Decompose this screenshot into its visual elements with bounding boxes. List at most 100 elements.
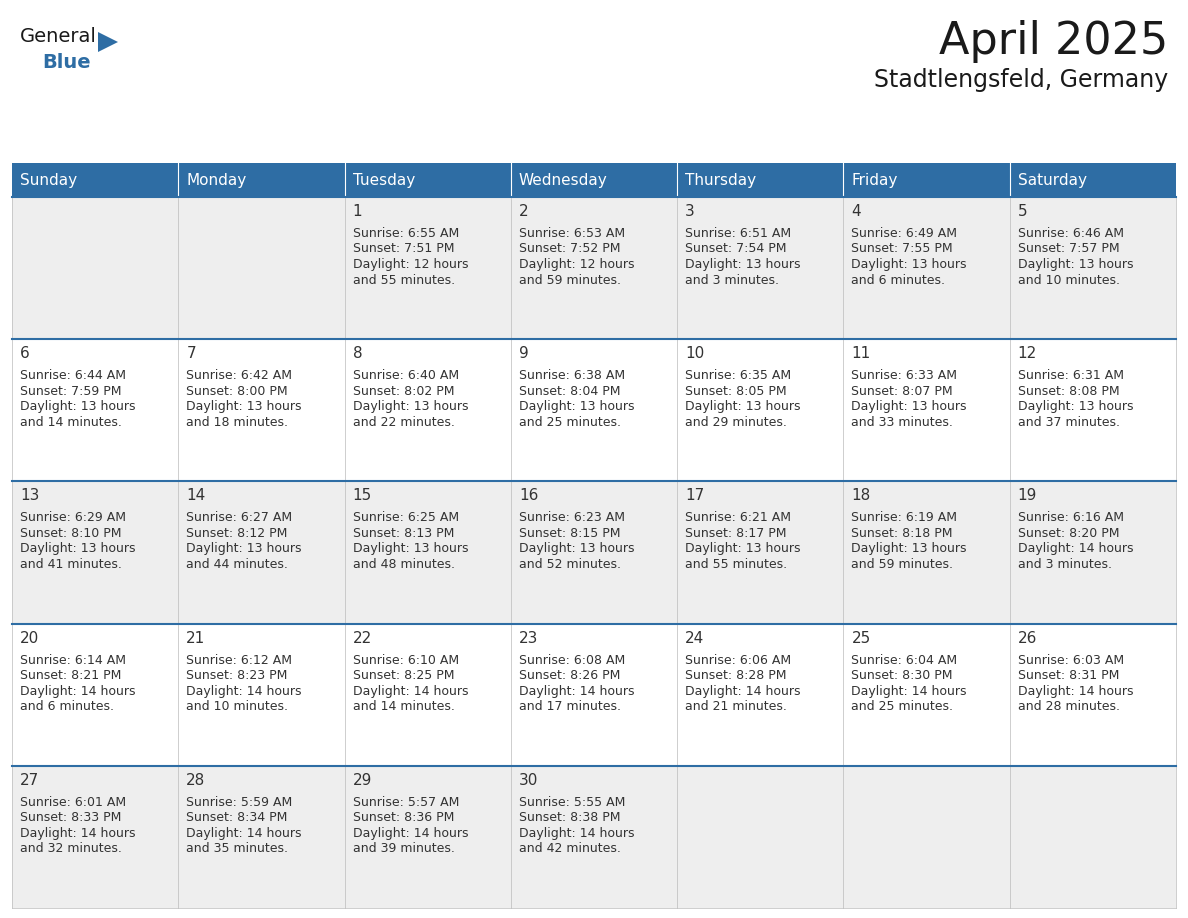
Text: Monday: Monday (187, 173, 247, 187)
Text: Daylight: 13 hours: Daylight: 13 hours (187, 400, 302, 413)
Text: and 59 minutes.: and 59 minutes. (519, 274, 621, 286)
Text: Sunset: 7:52 PM: Sunset: 7:52 PM (519, 242, 620, 255)
Bar (511, 163, 677, 197)
Text: 13: 13 (20, 488, 39, 503)
Text: Sunset: 8:08 PM: Sunset: 8:08 PM (1018, 385, 1119, 397)
Text: Sunrise: 6:33 AM: Sunrise: 6:33 AM (852, 369, 958, 382)
Text: Daylight: 13 hours: Daylight: 13 hours (1018, 400, 1133, 413)
Text: Daylight: 14 hours: Daylight: 14 hours (187, 685, 302, 698)
Text: Wednesday: Wednesday (519, 173, 607, 187)
Bar (1010, 163, 1176, 197)
Text: and 35 minutes.: and 35 minutes. (187, 843, 289, 856)
Bar (12, 481, 1176, 623)
Text: Daylight: 14 hours: Daylight: 14 hours (852, 685, 967, 698)
Bar (12, 623, 1176, 766)
Text: 9: 9 (519, 346, 529, 361)
Text: Thursday: Thursday (685, 173, 757, 187)
Text: and 55 minutes.: and 55 minutes. (353, 274, 455, 286)
Text: 30: 30 (519, 773, 538, 788)
Text: Sunrise: 6:01 AM: Sunrise: 6:01 AM (20, 796, 126, 809)
Text: Sunday: Sunday (20, 173, 77, 187)
Text: Daylight: 13 hours: Daylight: 13 hours (20, 543, 135, 555)
Text: Sunrise: 6:29 AM: Sunrise: 6:29 AM (20, 511, 126, 524)
Text: Daylight: 13 hours: Daylight: 13 hours (685, 258, 801, 271)
Text: Sunrise: 6:53 AM: Sunrise: 6:53 AM (519, 227, 625, 240)
Text: 23: 23 (519, 631, 538, 645)
Text: 2: 2 (519, 204, 529, 219)
Text: 28: 28 (187, 773, 206, 788)
Text: 1: 1 (353, 204, 362, 219)
Text: Daylight: 13 hours: Daylight: 13 hours (852, 543, 967, 555)
Text: and 37 minutes.: and 37 minutes. (1018, 416, 1120, 429)
Text: Friday: Friday (852, 173, 898, 187)
Text: Sunrise: 6:03 AM: Sunrise: 6:03 AM (1018, 654, 1124, 666)
Text: and 3 minutes.: and 3 minutes. (1018, 558, 1112, 571)
Text: Sunset: 8:25 PM: Sunset: 8:25 PM (353, 669, 454, 682)
Text: 25: 25 (852, 631, 871, 645)
Text: Stadtlengsfeld, Germany: Stadtlengsfeld, Germany (873, 68, 1168, 92)
Text: and 10 minutes.: and 10 minutes. (1018, 274, 1120, 286)
Text: Sunrise: 6:40 AM: Sunrise: 6:40 AM (353, 369, 459, 382)
Text: Sunrise: 5:55 AM: Sunrise: 5:55 AM (519, 796, 625, 809)
Text: Sunset: 8:18 PM: Sunset: 8:18 PM (852, 527, 953, 540)
Text: 12: 12 (1018, 346, 1037, 361)
Text: Daylight: 14 hours: Daylight: 14 hours (353, 685, 468, 698)
Text: Sunrise: 6:44 AM: Sunrise: 6:44 AM (20, 369, 126, 382)
Text: Tuesday: Tuesday (353, 173, 415, 187)
Text: and 18 minutes.: and 18 minutes. (187, 416, 289, 429)
Text: Sunset: 8:26 PM: Sunset: 8:26 PM (519, 669, 620, 682)
Text: Sunset: 8:07 PM: Sunset: 8:07 PM (852, 385, 953, 397)
Text: and 22 minutes.: and 22 minutes. (353, 416, 455, 429)
Text: Sunrise: 6:27 AM: Sunrise: 6:27 AM (187, 511, 292, 524)
Text: Sunrise: 6:10 AM: Sunrise: 6:10 AM (353, 654, 459, 666)
Bar (12, 766, 1176, 908)
Text: Sunset: 8:38 PM: Sunset: 8:38 PM (519, 812, 620, 824)
Text: Daylight: 13 hours: Daylight: 13 hours (852, 400, 967, 413)
Text: April 2025: April 2025 (939, 20, 1168, 63)
Text: Daylight: 14 hours: Daylight: 14 hours (685, 685, 801, 698)
Text: 8: 8 (353, 346, 362, 361)
Text: Sunset: 8:23 PM: Sunset: 8:23 PM (187, 669, 287, 682)
Text: Sunset: 7:57 PM: Sunset: 7:57 PM (1018, 242, 1119, 255)
Text: Sunrise: 6:14 AM: Sunrise: 6:14 AM (20, 654, 126, 666)
Text: Daylight: 14 hours: Daylight: 14 hours (519, 827, 634, 840)
Text: 29: 29 (353, 773, 372, 788)
Text: Sunrise: 6:38 AM: Sunrise: 6:38 AM (519, 369, 625, 382)
Text: Sunrise: 5:57 AM: Sunrise: 5:57 AM (353, 796, 459, 809)
Text: 18: 18 (852, 488, 871, 503)
Text: Sunrise: 6:06 AM: Sunrise: 6:06 AM (685, 654, 791, 666)
Text: Sunrise: 6:21 AM: Sunrise: 6:21 AM (685, 511, 791, 524)
Text: Daylight: 13 hours: Daylight: 13 hours (353, 543, 468, 555)
Text: and 32 minutes.: and 32 minutes. (20, 843, 122, 856)
Text: and 33 minutes.: and 33 minutes. (852, 416, 953, 429)
Text: Sunset: 8:34 PM: Sunset: 8:34 PM (187, 812, 287, 824)
Text: Sunset: 8:30 PM: Sunset: 8:30 PM (852, 669, 953, 682)
Text: 10: 10 (685, 346, 704, 361)
Text: 16: 16 (519, 488, 538, 503)
Text: 3: 3 (685, 204, 695, 219)
Text: Daylight: 13 hours: Daylight: 13 hours (1018, 258, 1133, 271)
Text: Daylight: 13 hours: Daylight: 13 hours (852, 258, 967, 271)
Text: and 3 minutes.: and 3 minutes. (685, 274, 779, 286)
Text: Daylight: 13 hours: Daylight: 13 hours (353, 400, 468, 413)
Text: and 44 minutes.: and 44 minutes. (187, 558, 289, 571)
Text: Sunrise: 6:42 AM: Sunrise: 6:42 AM (187, 369, 292, 382)
Text: and 21 minutes.: and 21 minutes. (685, 700, 786, 713)
Bar (12, 163, 178, 197)
Text: General: General (20, 27, 97, 46)
Text: Sunset: 8:05 PM: Sunset: 8:05 PM (685, 385, 786, 397)
Text: Daylight: 12 hours: Daylight: 12 hours (353, 258, 468, 271)
Bar (345, 163, 511, 197)
Text: Sunrise: 6:46 AM: Sunrise: 6:46 AM (1018, 227, 1124, 240)
Bar (677, 163, 843, 197)
Text: Daylight: 14 hours: Daylight: 14 hours (1018, 685, 1133, 698)
Text: Sunset: 7:59 PM: Sunset: 7:59 PM (20, 385, 121, 397)
Text: and 10 minutes.: and 10 minutes. (187, 700, 289, 713)
Text: Daylight: 14 hours: Daylight: 14 hours (20, 827, 135, 840)
Text: 22: 22 (353, 631, 372, 645)
Text: and 6 minutes.: and 6 minutes. (20, 700, 114, 713)
Text: Sunset: 8:04 PM: Sunset: 8:04 PM (519, 385, 620, 397)
Text: Daylight: 13 hours: Daylight: 13 hours (20, 400, 135, 413)
Text: Daylight: 14 hours: Daylight: 14 hours (1018, 543, 1133, 555)
Text: Sunrise: 6:49 AM: Sunrise: 6:49 AM (852, 227, 958, 240)
